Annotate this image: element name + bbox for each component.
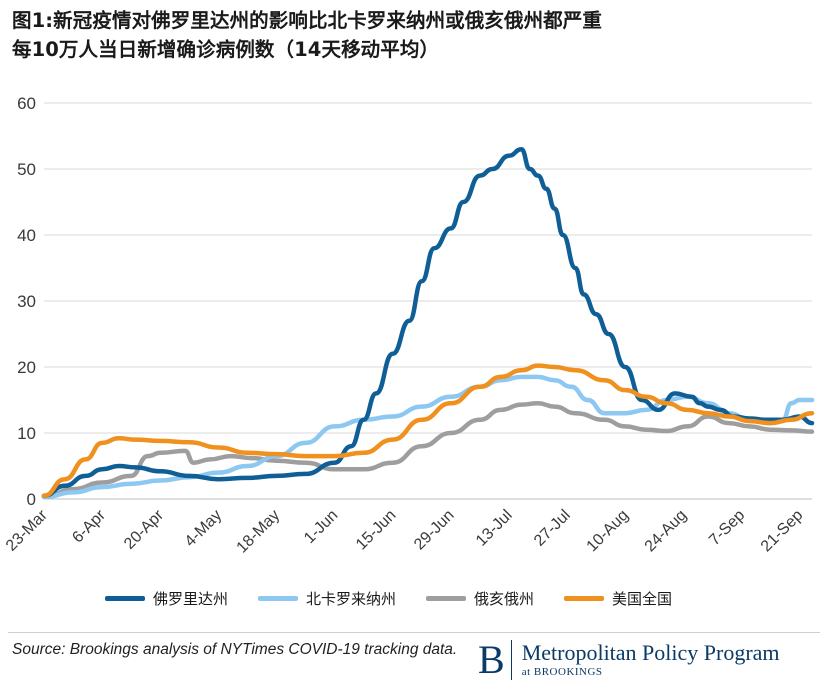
series-line-3 [41,363,815,498]
y-tick-label: 50 [17,160,36,179]
legend: 佛罗里达州 北卡罗来纳州 俄亥俄州 美国全国 [105,588,672,609]
chart-title-line1: 图1:新冠疫情对佛罗里达州的影响比北卡罗来纳州或俄亥俄州都严重 [12,9,602,32]
series-line-2 [41,401,815,500]
legend-label-us: 美国全国 [612,590,673,608]
x-tick-label: 18-May [234,507,284,557]
x-tick-label: 6-Apr [69,506,109,546]
y-tick-label: 10 [17,424,36,443]
legend-item-ohio: 俄亥俄州 [426,588,534,609]
line-chart: 0 10 20 30 40 50 60 23-Mar 6-Apr 20-Apr 4-May 18-M… [3,94,815,557]
x-tick-label: 7-Sep [706,507,748,549]
legend-item-us: 美国全国 [564,588,672,609]
y-tick-label: 60 [17,94,36,113]
series-lines [41,146,815,500]
brookings-logo: B Metropolitan Policy Program at BROOKIN… [478,640,780,680]
y-tick-label: 20 [17,358,36,377]
x-tick-label: 23-Mar [3,506,51,554]
x-tick-label: 21-Sep [758,507,807,556]
x-tick-label: 4-May [182,507,225,550]
x-tick-label: 1-Jun [301,507,341,547]
footer-divider [8,632,820,633]
legend-label-north-carolina: 北卡罗来纳州 [306,590,397,608]
logo-brookings: at BROOKINGS [521,666,603,678]
x-tick-label: 15-Jun [353,507,400,554]
x-axis-ticks: 23-Mar 6-Apr 20-Apr 4-May 18-May 1-Jun 15-Jun 2… [3,506,806,556]
logo-text: Metropolitan Policy Program at BROOKINGS [522,641,780,679]
legend-swatch-ohio [426,596,467,601]
gridlines [44,102,812,500]
x-tick-label: 24-Aug [642,507,691,556]
y-tick-label: 30 [17,292,36,311]
legend-swatch-florida [105,596,145,601]
legend-swatch-north-carolina [258,596,299,601]
x-tick-label: 10-Aug [584,507,633,556]
y-tick-label: 0 [27,490,36,509]
series-line-0 [41,146,815,498]
logo-program-name: Metropolitan Policy Program [521,640,780,665]
legend-item-florida: 佛罗里达州 [105,588,228,609]
source-note: Source: Brookings analysis of NYTimes CO… [12,641,458,658]
y-tick-label: 40 [17,226,36,245]
x-tick-label: 29-Jun [411,507,458,554]
x-tick-label: 27-Jul [531,507,574,550]
legend-swatch-us [564,596,605,601]
legend-label-florida: 佛罗里达州 [153,590,229,608]
legend-label-ohio: 俄亥俄州 [474,590,535,608]
chart-title: 图1:新冠疫情对佛罗里达州的影响比北卡罗来纳州或俄亥俄州都严重 每10万人当日新… [12,6,822,64]
logo-letter: B [478,637,505,682]
legend-item-north-carolina: 北卡罗来纳州 [258,588,396,609]
chart-subtitle: 每10万人当日新增确诊病例数（14天移动平均） [12,38,440,61]
x-tick-label: 13-Jul [473,507,516,550]
y-axis-ticks: 0 10 20 30 40 50 60 [17,94,36,509]
x-tick-label: 20-Apr [121,506,167,552]
logo-separator [510,640,512,680]
series-line-1 [41,374,815,500]
